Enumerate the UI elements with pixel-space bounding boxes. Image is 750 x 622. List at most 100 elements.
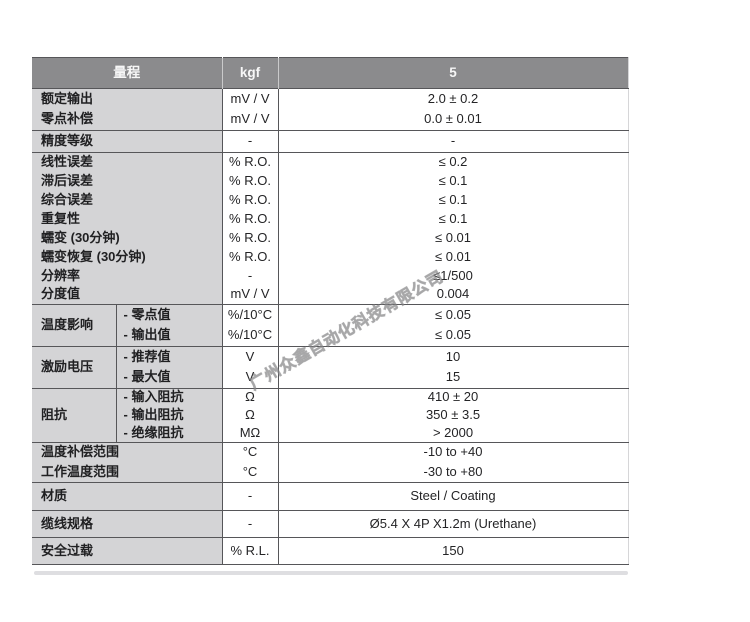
group-label-temp-effect: 温度影响 [32,304,116,347]
row-unit: mV / V [221,109,279,131]
row-value: ≤ 0.1 [278,171,628,191]
row-value: ≤ 0.05 [278,304,628,326]
row-unit: - [221,510,279,538]
row-unit: %/10°C [221,325,279,347]
row-value: - [278,130,628,153]
row-rated-output: 额定输出 mV / V 2.0 ± 0.2 [32,88,628,110]
spec-table: 量程 kgf 5 额定输出 mV / V 2.0 ± 0.2 零点补偿 mV /… [32,57,629,565]
row-value: 0.004 [278,285,628,305]
row-creep-recovery: 蠕变恢复 (30分钟) % R.O. ≤ 0.01 [32,247,628,267]
row-label: 蠕变 (30分钟) [32,228,222,248]
row-unit: °C [221,442,279,463]
row-value: Steel / Coating [278,482,628,511]
row-unit: %/10°C [221,304,279,326]
row-safe-overload: 安全过载 % R.L. 150 [32,537,628,565]
row-value: 410 ± 20 [278,388,628,407]
row-value: ≤ 0.01 [278,247,628,267]
row-unit: % R.O. [221,209,279,229]
row-label: 温度补偿范围 [32,442,222,463]
row-label: 蠕变恢复 (30分钟) [32,247,222,267]
row-unit: % R.O. [221,247,279,267]
row-unit: mV / V [221,88,279,110]
row-label: 安全过载 [32,537,222,565]
row-label: 缆线规格 [32,510,222,538]
row-unit: - [221,130,279,153]
header-range-label: 量程 [32,57,222,89]
header-unit-label: kgf [221,57,278,89]
row-unit: % R.L. [221,537,279,565]
row-label: 工作温度范围 [32,462,222,483]
row-value: -30 to +80 [278,462,628,483]
row-value: -10 to +40 [278,442,628,463]
row-label: 额定输出 [32,88,222,110]
row-impedance-input: 阻抗 - 输入阻抗 Ω 410 ± 20 [32,388,628,443]
table-bottom-shadow [34,570,628,575]
row-label: 分辨率 [32,266,222,286]
row-value: ≤ 0.05 [278,325,628,347]
row-sublabel: - 绝缘阻抗 [115,424,222,443]
row-value: ≤ 0.1 [278,190,628,210]
row-unit: - [221,266,279,286]
row-sublabel: - 输入阻抗 [115,388,222,407]
row-unit: Ω [221,406,279,425]
group-label-excitation: 激励电压 [32,346,116,389]
row-creep: 蠕变 (30分钟) % R.O. ≤ 0.01 [32,228,628,248]
row-sublabel: - 输出阻抗 [115,406,222,425]
row-sublabel: - 最大值 [115,367,222,389]
row-nonlinearity: 线性误差 % R.O. ≤ 0.2 [32,152,628,172]
row-excitation-max: - 最大值 V 15 [32,367,628,389]
row-value: ≤1/500 [278,266,628,286]
row-unit: % R.O. [221,190,279,210]
row-value: > 2000 [278,424,628,443]
row-hysteresis: 滞后误差 % R.O. ≤ 0.1 [32,171,628,191]
row-temp-effect-output: - 输出值 %/10°C ≤ 0.05 [32,325,628,347]
table-header-row: 量程 kgf 5 [32,57,628,89]
spec-table-container: 量程 kgf 5 额定输出 mV / V 2.0 ± 0.2 零点补偿 mV /… [32,57,629,565]
row-unit: - [221,482,279,511]
row-sublabel: - 零点值 [115,304,222,326]
row-unit: MΩ [221,424,279,443]
row-label: 综合误差 [32,190,222,210]
row-value: 350 ± 3.5 [278,406,628,425]
row-unit: mV / V [221,285,279,305]
row-unit: Ω [221,388,279,407]
row-excitation-recommended: 激励电压 - 推荐值 V 10 [32,346,628,389]
row-value: 150 [278,537,628,565]
row-unit: V [221,367,279,389]
row-repeatability: 重复性 % R.O. ≤ 0.1 [32,209,628,229]
group-label-impedance: 阻抗 [32,388,116,443]
row-unit: % R.O. [221,228,279,248]
row-unit: °C [221,462,279,483]
row-temp-comp-range: 温度补偿范围 °C -10 to +40 [32,442,628,463]
row-value: Ø5.4 X 4P X1.2m (Urethane) [278,510,628,538]
row-value: 0.0 ± 0.01 [278,109,628,131]
row-label: 分度值 [32,285,222,305]
row-label: 零点补偿 [32,109,222,131]
row-impedance-insulation: - 绝缘阻抗 MΩ > 2000 [32,424,628,443]
row-sublabel: - 推荐值 [115,346,222,368]
row-division-value: 分度值 mV / V 0.004 [32,285,628,305]
row-operating-temp-range: 工作温度范围 °C -30 to +80 [32,462,628,483]
row-value: ≤ 0.01 [278,228,628,248]
row-combined-error: 综合误差 % R.O. ≤ 0.1 [32,190,628,210]
row-unit: % R.O. [221,152,279,172]
row-label: 精度等级 [32,130,222,153]
row-material: 材质 - Steel / Coating [32,482,628,511]
row-unit: V [221,346,279,368]
row-sublabel: - 输出值 [115,325,222,347]
row-label: 重复性 [32,209,222,229]
row-unit: % R.O. [221,171,279,191]
row-label: 线性误差 [32,152,222,172]
row-impedance-output: - 输出阻抗 Ω 350 ± 3.5 [32,406,628,425]
row-accuracy-class: 精度等级 - - [32,130,628,153]
row-value: 15 [278,367,628,389]
row-zero-balance: 零点补偿 mV / V 0.0 ± 0.01 [32,109,628,131]
row-value: 10 [278,346,628,368]
row-value: ≤ 0.1 [278,209,628,229]
row-resolution: 分辨率 - ≤1/500 [32,266,628,286]
row-label: 材质 [32,482,222,511]
row-label: 滞后误差 [32,171,222,191]
header-capacity-value: 5 [277,57,628,89]
row-cable-spec: 缆线规格 - Ø5.4 X 4P X1.2m (Urethane) [32,510,628,538]
row-temp-effect-zero: 温度影响 - 零点值 %/10°C ≤ 0.05 [32,304,628,347]
